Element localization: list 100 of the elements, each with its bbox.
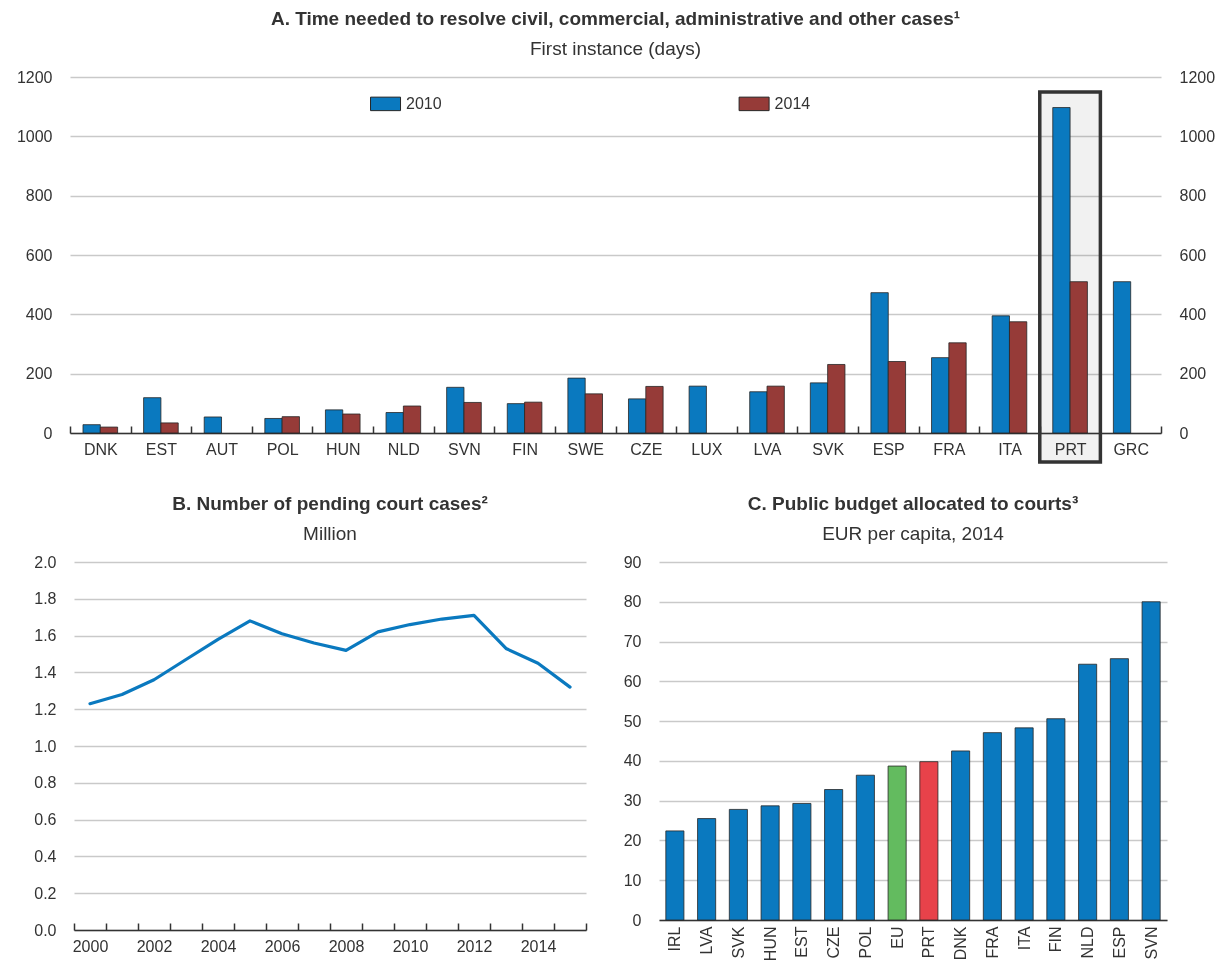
bar bbox=[760, 805, 780, 921]
x-tick-label: FRA bbox=[933, 440, 966, 458]
y-tick-label: 1.0 bbox=[34, 737, 57, 755]
x-tick-label: FIN bbox=[1047, 926, 1065, 953]
bar bbox=[1141, 601, 1161, 921]
y-tick-label: 0 bbox=[632, 911, 642, 929]
y-tick-label: 2.0 bbox=[34, 553, 57, 571]
bar bbox=[855, 774, 875, 921]
chart-subtitle: First instance (days) bbox=[529, 38, 702, 59]
y-tick-label: 600 bbox=[25, 246, 53, 264]
x-tick-label: SVK bbox=[812, 440, 845, 458]
chart-subtitle: EUR per capita, 2014 bbox=[822, 523, 1005, 544]
y-tick-label: 0.2 bbox=[34, 884, 57, 902]
bar bbox=[919, 761, 939, 921]
x-tick-label: AUT bbox=[206, 440, 239, 458]
x-tick-label: EST bbox=[145, 440, 178, 458]
y-tick-label: 1000 bbox=[16, 127, 53, 145]
y2-tick-label: 1200 bbox=[1179, 68, 1216, 86]
chart-title: A. Time needed to resolve civil, commercial, administrative and other cases¹ bbox=[270, 8, 961, 29]
line-series bbox=[88, 613, 572, 706]
x-tick-label: NLD bbox=[387, 440, 420, 458]
bar bbox=[665, 830, 685, 921]
bar bbox=[203, 416, 222, 434]
bar bbox=[1112, 281, 1132, 434]
x-tick-label: ITA bbox=[998, 440, 1023, 458]
bar bbox=[1078, 663, 1098, 921]
y-tick-label: 1.6 bbox=[34, 627, 57, 645]
x-tick-label: EU bbox=[888, 926, 906, 949]
bar bbox=[1109, 658, 1129, 921]
x-tick-label: ESP bbox=[872, 440, 905, 458]
x-tick-label: 2008 bbox=[328, 937, 365, 955]
x-tick-label: CZE bbox=[825, 926, 843, 959]
y2-tick-label: 0 bbox=[1179, 424, 1189, 442]
y-tick-label: 50 bbox=[623, 712, 642, 730]
x-tick-label: DNK bbox=[952, 926, 970, 961]
x-tick-label: 2002 bbox=[136, 937, 173, 955]
y-tick-label: 10 bbox=[623, 871, 642, 889]
y-tick-label: 80 bbox=[623, 593, 642, 611]
x-tick-label: POL bbox=[266, 440, 299, 458]
bar bbox=[1014, 727, 1034, 921]
y-tick-label: 400 bbox=[25, 305, 53, 323]
x-tick-label: ITA bbox=[1015, 926, 1033, 951]
bar bbox=[688, 385, 707, 434]
x-tick-label: PRT bbox=[1054, 440, 1087, 458]
bar bbox=[792, 803, 812, 921]
chart-title: C. Public budget allocated to courts³ bbox=[747, 493, 1079, 514]
y-tick-label: 1.8 bbox=[34, 590, 57, 608]
y-tick-label: 1.4 bbox=[34, 663, 57, 681]
y2-tick-label: 1000 bbox=[1179, 127, 1216, 145]
y-tick-label: 0.6 bbox=[34, 811, 57, 829]
x-tick-label: IRL bbox=[666, 926, 684, 952]
bar bbox=[1046, 718, 1066, 921]
x-tick-label: 2010 bbox=[392, 937, 429, 955]
y-tick-label: 60 bbox=[623, 672, 642, 690]
y2-tick-label: 800 bbox=[1179, 187, 1207, 205]
y-tick-label: 0.4 bbox=[34, 847, 57, 865]
y2-tick-label: 200 bbox=[1179, 365, 1207, 383]
y2-tick-label: 400 bbox=[1179, 305, 1207, 323]
x-tick-label: HUN bbox=[325, 440, 361, 458]
x-tick-label: 2000 bbox=[72, 937, 109, 955]
bar bbox=[887, 765, 907, 921]
y-tick-label: 0.8 bbox=[34, 774, 57, 792]
x-tick-label: FRA bbox=[983, 926, 1001, 959]
x-tick-label: LVA bbox=[698, 926, 716, 955]
y-tick-label: 90 bbox=[623, 553, 642, 571]
y-tick-label: 20 bbox=[623, 831, 642, 849]
bar bbox=[824, 789, 844, 921]
x-tick-label: FIN bbox=[512, 440, 538, 458]
x-tick-label: SVN bbox=[448, 440, 481, 458]
bar bbox=[728, 809, 748, 921]
legend-label: 2010 bbox=[406, 94, 442, 112]
bar bbox=[697, 818, 717, 921]
x-tick-label: 2006 bbox=[264, 937, 301, 955]
x-tick-label: CZE bbox=[630, 440, 663, 458]
x-tick-label: SVK bbox=[729, 926, 747, 959]
chart-subtitle: Million bbox=[303, 523, 357, 544]
x-tick-label: DNK bbox=[83, 440, 119, 458]
y-tick-label: 40 bbox=[623, 752, 642, 770]
y-tick-label: 1200 bbox=[16, 68, 53, 86]
x-tick-label: 2004 bbox=[200, 937, 237, 955]
bar bbox=[951, 750, 971, 921]
x-tick-label: LVA bbox=[753, 440, 782, 458]
x-tick-label: ESP bbox=[1110, 926, 1128, 959]
chart-title: B. Number of pending court cases² bbox=[172, 493, 488, 514]
x-tick-label: LUX bbox=[691, 440, 723, 458]
x-tick-label: HUN bbox=[761, 926, 779, 962]
y-tick-label: 0 bbox=[43, 424, 53, 442]
x-tick-label: POL bbox=[856, 926, 874, 959]
x-tick-label: EST bbox=[793, 926, 811, 958]
y-tick-label: 800 bbox=[25, 187, 53, 205]
x-tick-label: 2014 bbox=[520, 937, 557, 955]
x-tick-label: GRC bbox=[1113, 440, 1149, 458]
x-tick-label: PRT bbox=[920, 926, 938, 959]
bar bbox=[982, 732, 1002, 921]
x-tick-label: NLD bbox=[1079, 926, 1097, 959]
y-tick-label: 1.2 bbox=[34, 700, 57, 718]
y-tick-label: 70 bbox=[623, 633, 642, 651]
x-tick-label: 2012 bbox=[456, 937, 493, 955]
y-tick-label: 30 bbox=[623, 792, 642, 810]
y2-tick-label: 600 bbox=[1179, 246, 1207, 264]
